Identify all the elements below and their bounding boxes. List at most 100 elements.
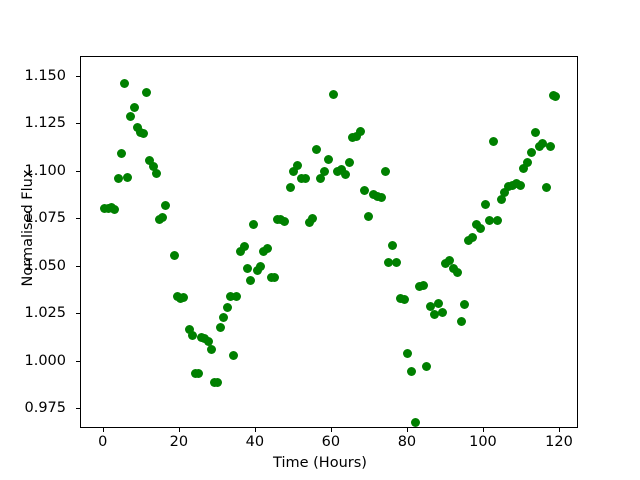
scatter-point — [336, 165, 346, 175]
y-tick-mark — [76, 75, 80, 77]
scatter-point — [433, 299, 443, 309]
scatter-point — [437, 307, 447, 317]
y-tick-label: 1.050 — [24, 257, 66, 274]
y-tick-label: 1.150 — [24, 67, 66, 84]
scatter-point — [252, 266, 262, 276]
scatter-point — [399, 295, 409, 305]
y-axis-label: Normalised Flux — [20, 169, 36, 287]
scatter-point — [545, 141, 555, 151]
scatter-point — [316, 173, 325, 183]
y-tick-mark — [76, 265, 80, 267]
scatter-point — [145, 155, 155, 165]
x-tick-mark — [254, 428, 256, 432]
y-tick-mark — [76, 408, 80, 410]
scatter-point — [319, 167, 329, 177]
scatter-point — [312, 144, 322, 154]
scatter-point — [388, 241, 398, 251]
scatter-point — [123, 173, 133, 183]
scatter-point — [216, 322, 226, 332]
scatter-point — [285, 182, 295, 192]
scatter-point — [289, 167, 299, 177]
scatter-point — [530, 128, 540, 138]
scatter-point — [206, 344, 216, 354]
x-axis-label: Time (Hours) — [273, 455, 367, 471]
scatter-point — [142, 87, 152, 97]
scatter-point — [184, 324, 194, 334]
x-tick-label: 60 — [321, 434, 341, 450]
scatter-point — [426, 302, 436, 312]
y-tick-label: 0.975 — [24, 400, 66, 417]
scatter-point — [359, 186, 369, 196]
x-tick-label: 100 — [469, 434, 497, 450]
scatter-point — [246, 275, 256, 285]
scatter-point — [526, 148, 536, 158]
scatter-point — [468, 232, 478, 242]
scatter-points-layer — [81, 57, 577, 427]
y-tick-label: 1.075 — [24, 210, 66, 227]
scatter-point — [169, 250, 179, 260]
scatter-point — [355, 126, 365, 136]
scatter-point — [523, 157, 533, 167]
scatter-point — [213, 378, 223, 387]
scatter-point — [418, 281, 428, 291]
scatter-point — [219, 313, 229, 323]
scatter-point — [239, 242, 249, 252]
scatter-point — [445, 255, 455, 265]
y-tick-mark — [76, 360, 80, 362]
scatter-point — [132, 122, 142, 132]
scatter-point — [392, 258, 402, 268]
scatter-point — [496, 194, 506, 204]
scatter-point — [411, 417, 421, 427]
scatter-point — [232, 291, 242, 301]
scatter-point — [222, 303, 232, 313]
y-tick-label: 1.000 — [24, 352, 66, 369]
scatter-point — [270, 272, 280, 282]
scatter-point — [148, 161, 158, 171]
y-tick-mark — [76, 313, 80, 315]
scatter-point — [262, 244, 272, 254]
scatter-point — [460, 300, 470, 310]
scatter-point — [407, 366, 417, 376]
scatter-point — [329, 89, 339, 99]
x-tick-label: 20 — [169, 434, 189, 450]
scatter-point — [161, 201, 171, 211]
scatter-point — [255, 262, 265, 272]
scatter-point — [249, 220, 259, 230]
scatter-point — [126, 112, 136, 122]
x-tick-mark — [330, 428, 332, 432]
y-tick-mark — [76, 170, 80, 172]
scatter-point — [158, 212, 168, 222]
scatter-point — [403, 348, 413, 358]
scatter-point — [456, 317, 466, 327]
scatter-point — [471, 219, 481, 229]
y-tick-mark — [76, 218, 80, 220]
y-tick-label: 1.125 — [24, 115, 66, 132]
scatter-point — [323, 154, 333, 164]
scatter-point — [243, 264, 252, 274]
scatter-point — [225, 291, 235, 301]
scatter-point — [151, 169, 161, 179]
scatter-point — [203, 337, 213, 347]
scatter-point — [475, 224, 485, 234]
scatter-point — [228, 351, 238, 361]
y-tick-mark — [76, 123, 80, 125]
y-tick-label: 1.025 — [24, 305, 66, 322]
scatter-point — [430, 309, 440, 319]
scatter-point — [236, 247, 246, 257]
scatter-point — [492, 215, 502, 225]
scatter-point — [542, 183, 552, 193]
scatter-point — [376, 192, 386, 202]
scatter-point — [340, 170, 350, 180]
scatter-point — [279, 216, 289, 226]
scatter-point — [308, 213, 318, 223]
scatter-point — [194, 369, 204, 379]
x-tick-mark — [482, 428, 484, 432]
x-tick-mark — [102, 428, 104, 432]
scatter-point — [515, 180, 525, 190]
scatter-point — [344, 157, 354, 167]
scatter-point — [352, 132, 362, 142]
y-tick-label: 1.100 — [24, 162, 66, 179]
scatter-point — [113, 173, 123, 183]
scatter-point — [300, 173, 310, 183]
